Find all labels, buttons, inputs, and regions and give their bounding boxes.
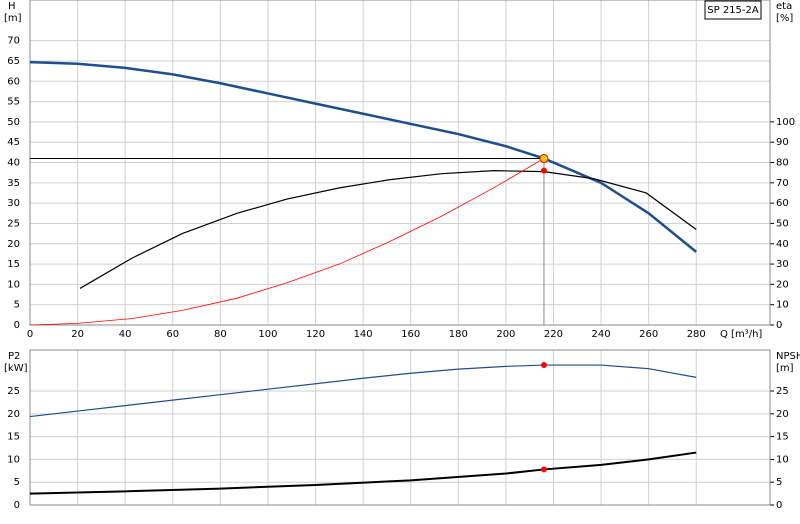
y2-axis-unit: [%]: [776, 13, 793, 24]
x-tick-label: 260: [639, 329, 658, 340]
y2-axis-unit: [m]: [776, 363, 794, 374]
x-axis-label: Q [m³/h]: [720, 329, 762, 340]
x-tick-label: 160: [401, 329, 420, 340]
y-tick-label: 5: [14, 300, 20, 311]
y-tick-label: 10: [7, 454, 20, 465]
y-tick-label: 65: [7, 56, 20, 67]
y2-tick-label: 0: [776, 500, 782, 511]
y-tick-label: 70: [7, 36, 20, 47]
y2-tick-label: 20: [776, 409, 789, 420]
x-tick-label: 60: [166, 329, 179, 340]
y-tick-label: 5: [14, 477, 20, 488]
y-tick-label: 25: [7, 386, 20, 397]
y-axis-label: P2: [8, 351, 20, 362]
y-tick-label: 55: [7, 97, 20, 108]
y-tick-label: 50: [7, 117, 20, 128]
y2-tick-label: 60: [776, 198, 789, 209]
x-tick-label: 100: [258, 329, 277, 340]
curve: [29, 364, 697, 418]
y-axis-unit: [m]: [4, 13, 22, 24]
y-axis-label: H: [8, 1, 16, 12]
y-tick-label: 0: [14, 320, 20, 331]
y-tick-label: 15: [7, 259, 20, 270]
x-tick-label: 120: [306, 329, 325, 340]
y2-tick-label: 90: [776, 137, 789, 148]
y2-tick-label: 30: [776, 259, 789, 270]
y-tick-label: 45: [7, 137, 20, 148]
curve: [79, 170, 697, 289]
duty-point: [540, 167, 547, 174]
y-tick-label: 60: [7, 76, 20, 87]
x-tick-label: 80: [214, 329, 227, 340]
y2-tick-label: 0: [776, 320, 782, 331]
y2-axis-label: eta: [776, 1, 792, 12]
curve: [29, 60, 698, 253]
x-tick-label: 0: [27, 329, 33, 340]
duty-point: [540, 466, 547, 473]
y2-tick-label: 15: [776, 432, 789, 443]
y2-tick-label: 20: [776, 279, 789, 290]
curve: [29, 451, 697, 495]
x-tick-label: 20: [71, 329, 84, 340]
y-tick-label: 30: [7, 198, 20, 209]
y2-tick-label: 80: [776, 158, 789, 169]
x-tick-label: 280: [687, 329, 706, 340]
x-tick-label: 240: [592, 329, 611, 340]
x-tick-label: 180: [449, 329, 468, 340]
plot-frame: [29, 349, 771, 506]
y2-tick-label: 40: [776, 239, 789, 250]
x-tick-label: 40: [119, 329, 132, 340]
model-label: SP 215-2A: [707, 5, 759, 16]
y-tick-label: 15: [7, 432, 20, 443]
x-tick-label: 220: [544, 329, 563, 340]
y-tick-label: 40: [7, 158, 20, 169]
y-axis-unit: [kW]: [4, 363, 28, 374]
y2-tick-label: 70: [776, 178, 789, 189]
y2-axis-label: NPSH: [776, 351, 800, 362]
duty-point: [540, 362, 547, 369]
y2-tick-label: 10: [776, 454, 789, 465]
y-tick-label: 10: [7, 279, 20, 290]
y2-tick-label: 100: [776, 117, 795, 128]
x-tick-label: 200: [496, 329, 515, 340]
y-tick-label: 0: [14, 500, 20, 511]
curve: [29, 158, 545, 326]
y2-tick-label: 5: [776, 477, 782, 488]
y-tick-label: 20: [7, 409, 20, 420]
y-tick-label: 35: [7, 178, 20, 189]
y2-tick-label: 50: [776, 218, 789, 229]
model-label-box: [704, 0, 762, 20]
y2-tick-label: 25: [776, 386, 789, 397]
duty-point: [539, 153, 549, 163]
plot-area: [30, 350, 770, 505]
plot-frame: [29, 0, 771, 326]
y-tick-label: 25: [7, 218, 20, 229]
x-tick-label: 140: [354, 329, 373, 340]
y2-tick-label: 10: [776, 300, 789, 311]
y-tick-label: 20: [7, 239, 20, 250]
